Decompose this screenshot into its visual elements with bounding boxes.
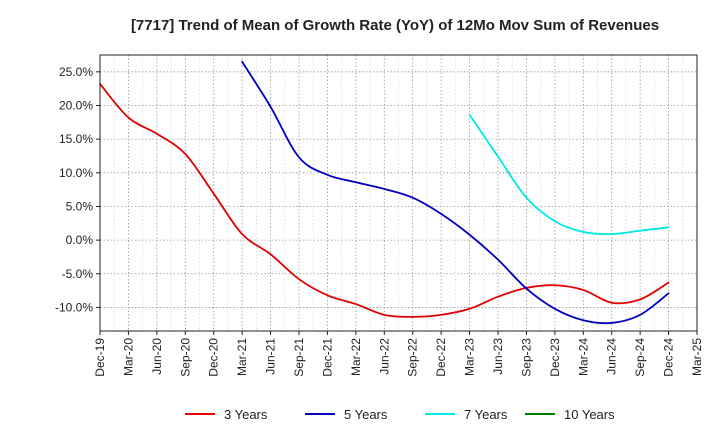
plot-frame (99, 54, 698, 332)
x-tick-label: Sep-20 (178, 338, 192, 377)
legend-label: 10 Years (564, 407, 615, 422)
x-tick-label: Dec-19 (93, 338, 107, 377)
series-line-3-years (99, 83, 670, 318)
x-tick-label: Jun-22 (377, 338, 391, 375)
x-tick-label: Jun-23 (491, 338, 505, 375)
grid (99, 55, 698, 331)
y-tick-label: 0.0% (66, 233, 94, 247)
y-tick-label: 10.0% (59, 166, 93, 180)
x-axis-ticks: Dec-19 Mar-20 Jun-20 Sep-20 Dec-20 Mar-21 Jun-… (93, 331, 704, 377)
x-tick-label: Sep-23 (519, 338, 533, 377)
series-line-7-years (468, 114, 670, 236)
legend: 3 Years 5 Years 7 Years 10 Years (185, 407, 615, 422)
x-tick-label: Mar-22 (349, 338, 363, 376)
y-tick-label: 15.0% (59, 132, 93, 146)
legend-label: 5 Years (344, 407, 388, 422)
y-tick-label: -10.0% (55, 300, 93, 314)
x-tick-label: Jun-21 (264, 338, 278, 375)
y-tick-label: 5.0% (66, 199, 94, 213)
x-tick-label: Jun-24 (605, 338, 619, 375)
y-axis-ticks: 25.0% 20.0% 15.0% 10.0% 5.0% 0.0% -5.0% -10.0% (55, 65, 100, 314)
x-tick-label: Dec-21 (320, 338, 334, 377)
series-lines (99, 60, 670, 325)
x-tick-label: Sep-24 (633, 338, 647, 377)
x-tick-label: Dec-23 (548, 338, 562, 377)
legend-label: 3 Years (224, 407, 268, 422)
x-tick-label: Sep-22 (406, 338, 420, 377)
x-tick-label: Mar-20 (121, 338, 135, 376)
y-tick-label: 20.0% (59, 98, 93, 112)
x-tick-label: Mar-21 (235, 338, 249, 376)
x-tick-label: Dec-24 (662, 338, 676, 377)
x-tick-label: Dec-22 (434, 338, 448, 377)
x-tick-label: Mar-25 (690, 338, 704, 376)
x-tick-label: Jun-20 (150, 338, 164, 375)
x-tick-label: Mar-24 (576, 338, 590, 376)
x-tick-label: Dec-20 (207, 338, 221, 377)
x-tick-label: Mar-23 (463, 338, 477, 376)
y-tick-label: 25.0% (59, 65, 93, 79)
legend-label: 7 Years (464, 407, 508, 422)
series-line-5-years (241, 60, 670, 325)
y-tick-label: -5.0% (62, 267, 94, 281)
x-tick-label: Sep-21 (292, 338, 306, 377)
chart-title: [7717] Trend of Mean of Growth Rate (YoY… (131, 17, 659, 34)
